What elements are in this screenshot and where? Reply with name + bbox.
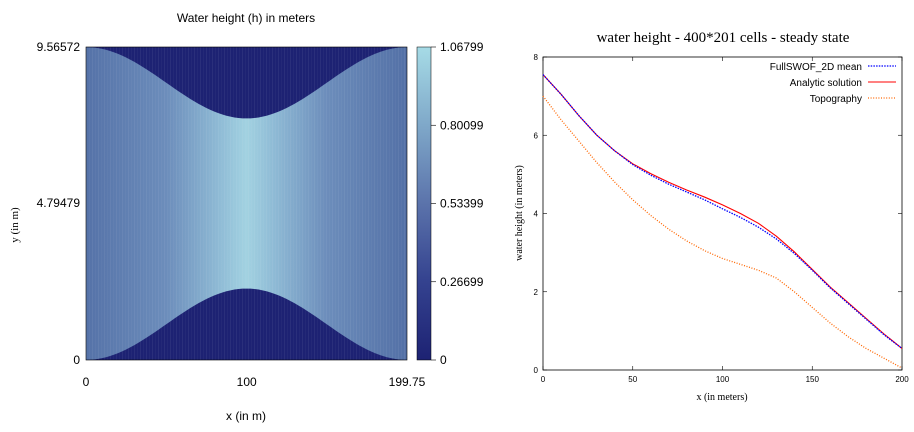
colorbar-tick-label: 0.53399 bbox=[440, 197, 484, 211]
series-line-fullswof-2d-mean bbox=[542, 74, 903, 349]
line-x-tick-label: 150 bbox=[806, 375, 820, 384]
heatmap-x-tick-label: 100 bbox=[237, 375, 257, 389]
heatmap-y-tick-label: 4.79479 bbox=[37, 196, 81, 210]
line-plot-frame bbox=[542, 56, 903, 371]
heatmap-y-tick-label: 0 bbox=[73, 353, 80, 367]
line-y-tick-label: 4 bbox=[534, 210, 539, 219]
line-x-tick-label: 100 bbox=[716, 375, 730, 384]
line-x-axis-label: x (in meters) bbox=[696, 392, 747, 403]
heatmap-frame bbox=[85, 46, 408, 361]
heatmap-plot-area bbox=[86, 47, 407, 360]
colorbar-tick-label: 0 bbox=[440, 353, 447, 367]
heatmap-x-axis-label: x (in m) bbox=[226, 409, 266, 423]
colorbar-tick-label: 0.80099 bbox=[440, 118, 484, 132]
line-chart: water height - 400*201 cells - steady st… bbox=[514, 30, 909, 403]
colorbar bbox=[416, 46, 432, 361]
heatmap-x-tick-label: 0 bbox=[83, 375, 90, 389]
line-chart-legend: FullSWOF_2D mean Analytic solution Topogra… bbox=[770, 62, 896, 105]
line-y-axis-label: water height (in meters) bbox=[514, 165, 525, 261]
line-y-tick-label: 8 bbox=[534, 53, 539, 62]
heatmap-title: Water height (h) in meters bbox=[177, 11, 315, 25]
heatmap-y-tick-label: 9.56572 bbox=[37, 40, 81, 54]
line-x-tick-label: 200 bbox=[895, 375, 909, 384]
line-chart-ticks: 0 50 100 150 200 0 2 4 6 8 bbox=[534, 53, 910, 384]
line-chart-title: water height - 400*201 cells - steady st… bbox=[597, 30, 850, 46]
heatmap-cell-stripes bbox=[86, 47, 405, 360]
legend-label: FullSWOF_2D mean bbox=[770, 62, 862, 73]
line-y-tick-label: 6 bbox=[534, 131, 539, 140]
colorbar-tick-label: 0.26699 bbox=[440, 275, 484, 289]
line-chart-series bbox=[542, 74, 903, 369]
legend-label: Analytic solution bbox=[790, 78, 862, 89]
line-y-tick-label: 2 bbox=[534, 288, 539, 297]
heatmap-y-axis-label: y (in m) bbox=[9, 207, 21, 243]
colorbar-tick-label: 1.06799 bbox=[440, 40, 484, 54]
series-line-topography bbox=[542, 95, 903, 369]
series-line-analytic-solution bbox=[542, 74, 903, 349]
colorbar-ticks: 0 0.26699 0.53399 0.80099 1.06799 bbox=[431, 40, 484, 367]
heatmap-ticks: 0 100 199.75 0 4.79479 9.56572 bbox=[37, 40, 426, 389]
line-x-tick-label: 50 bbox=[628, 375, 637, 384]
heatmap-wet-region bbox=[86, 47, 407, 360]
heatmap-x-tick-label: 199.75 bbox=[389, 375, 426, 389]
line-x-tick-label: 0 bbox=[541, 375, 546, 384]
line-y-tick-label: 0 bbox=[534, 366, 539, 375]
heatmap-chart: Water height (h) in meters 0 100 199.75 0 4.… bbox=[9, 11, 484, 423]
legend-label: Topography bbox=[810, 94, 862, 105]
